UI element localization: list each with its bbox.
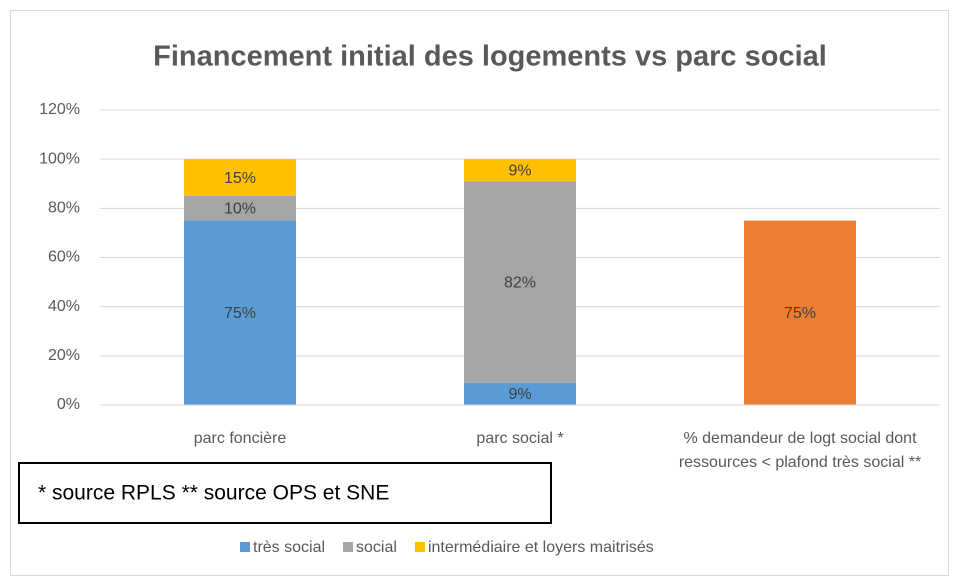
annotation-box: [18, 462, 552, 524]
data-label: 82%: [504, 274, 536, 291]
x-tick-label: parc foncière: [193, 430, 287, 447]
data-label: 75%: [784, 305, 816, 322]
legend-label: très social: [253, 539, 325, 556]
x-tick-label: parc social *: [476, 430, 564, 447]
y-tick-label: 40%: [48, 298, 80, 315]
y-tick-label: 100%: [39, 150, 80, 167]
bar-segment: [184, 159, 296, 197]
data-label: 10%: [224, 201, 256, 218]
legend-swatch: [414, 542, 425, 552]
legend-label: intermédiaire et loyers maitrisés: [428, 539, 654, 556]
bar-segment: [744, 220, 856, 405]
legend-swatch: [343, 542, 354, 552]
bar-segment: [184, 196, 296, 221]
y-tick-label: 0%: [57, 396, 80, 413]
legend-label: social: [356, 539, 397, 556]
data-label: 9%: [508, 386, 531, 403]
y-tick-label: 80%: [48, 200, 80, 217]
bar-segment: [464, 382, 576, 405]
bar-segment: [184, 220, 296, 405]
y-tick-label: 120%: [39, 101, 80, 118]
data-label: 15%: [224, 170, 256, 187]
y-tick-label: 20%: [48, 347, 80, 364]
y-tick-label: 60%: [48, 249, 80, 266]
annotation: * source RPLS ** source OPS et SNE: [38, 482, 389, 505]
x-tick-label: % demandeur de logt social dont ressourc…: [678, 430, 922, 471]
data-label: 75%: [224, 305, 256, 322]
legend-swatch: [240, 542, 250, 552]
bar-segment: [464, 181, 576, 383]
data-label: 9%: [508, 162, 531, 179]
chart-title: Financement initial des logements vs par…: [153, 41, 827, 73]
bar-segment: [464, 159, 576, 182]
